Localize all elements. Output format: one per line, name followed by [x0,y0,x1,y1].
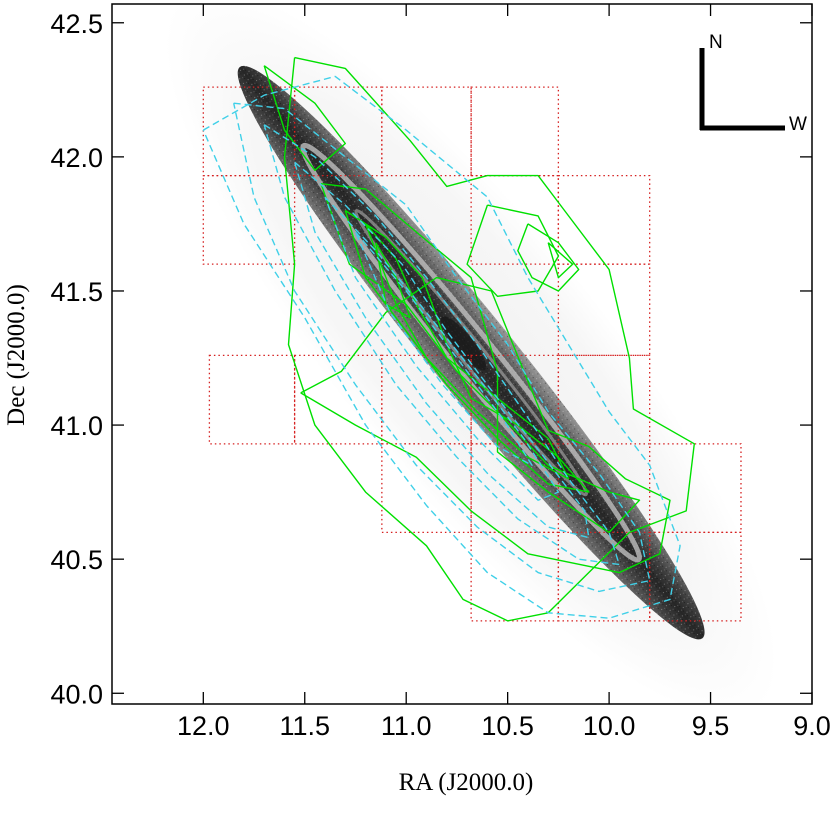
contour-overlay [202,56,695,622]
contour-line [263,124,620,566]
contour-line [517,223,580,292]
galaxy-texture [237,65,705,640]
y-tick-label: 41.5 [50,277,103,307]
x-tick-label: 9.0 [793,711,830,741]
field-box [649,531,742,622]
contour-line [354,231,533,466]
contour-line [375,242,411,319]
x-tick-label: 10.5 [481,711,534,741]
x-tick-label: 9.5 [692,711,730,741]
y-tick-label: 42.0 [50,143,103,173]
galaxy-image [164,4,778,704]
axis-ticks: 12.0 11.5 11.0 10.5 10.0 9.5 9.0 40.0 40.5 41.0 41… [50,4,830,741]
contour-line [466,204,560,297]
galaxy-core [441,316,487,371]
x-tick-label: 10.0 [583,711,636,741]
contour-series-dashed [202,75,681,619]
field-boxes [202,86,742,622]
contour-line [283,56,695,622]
field-box [557,263,651,356]
galaxy-rotated-group [164,4,778,704]
plot-frame [111,3,813,705]
contour-line [293,161,590,539]
galaxy-inner-ring [354,209,588,497]
x-axis-title: RA (J2000.0) [399,769,534,796]
field-box [202,174,296,265]
contour-line [263,65,346,172]
x-tick-label: 11.5 [279,711,330,741]
contour-line [320,183,641,534]
y-axis-title: Dec (J2000.0) [3,284,30,426]
field-box [381,443,472,534]
field-box [208,354,296,445]
contour-line [300,276,671,574]
contour-line [233,102,651,593]
contour-line [202,75,681,619]
y-tick-label: 40.5 [50,545,103,575]
contour-line [344,209,590,493]
x-tick-label: 12.0 [177,711,230,741]
compass-rose: N W [699,32,807,135]
x-tick-label: 11.0 [381,711,432,741]
compass-north-label: N [709,32,723,53]
field-box [381,86,472,177]
contour-line [547,242,574,279]
y-tick-label: 40.0 [50,679,103,709]
field-box [557,354,651,445]
field-box [470,86,560,177]
field-box [470,443,560,534]
compass-west-label: W [789,114,807,135]
y-tick-label: 41.0 [50,411,103,441]
y-tick-label: 42.5 [50,9,103,39]
contour-line [324,196,560,501]
field-box [381,354,472,445]
